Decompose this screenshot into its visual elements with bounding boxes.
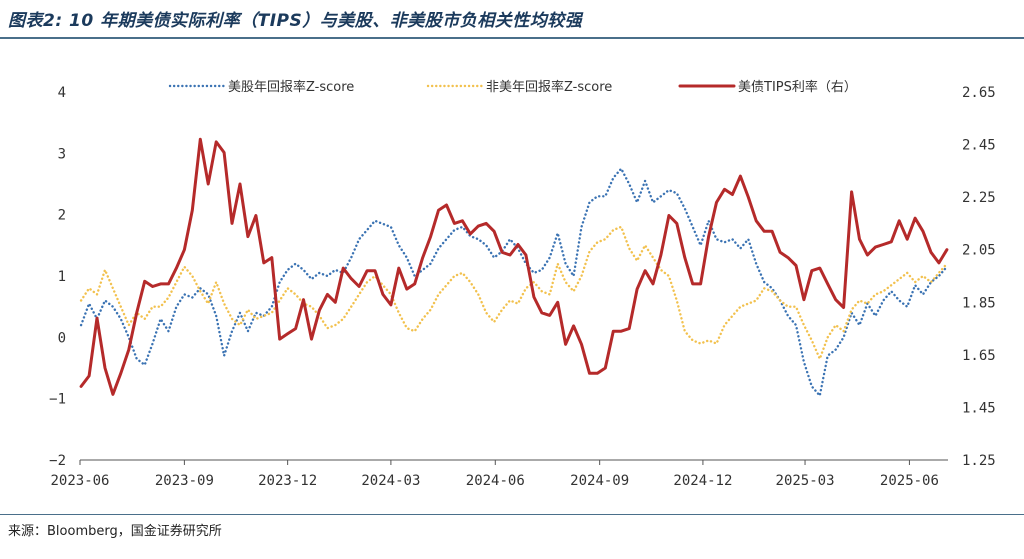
series-line-1 (79, 167, 949, 397)
x-tick-label: 2025-03 (776, 473, 835, 489)
y-right-tick-label: 2.45 (962, 138, 996, 154)
y-left-tick-label: 3 (58, 146, 66, 162)
legend-label-1: 美股年回报率Z-score (228, 79, 354, 95)
figure-title: 图表2: 10 年期美债实际利率（TIPS）与美股、非美股市负相关性均较强 (8, 11, 583, 31)
y-right-tick-label: 2.05 (962, 243, 996, 259)
x-tick-label: 2024-09 (570, 473, 629, 489)
x-tick-label: 2023-12 (258, 473, 317, 489)
y-left-tick-label: −2 (49, 453, 66, 469)
y-left-tick-label: 4 (58, 85, 66, 101)
y-right-tick-label: 2.25 (962, 190, 996, 206)
chart-axes: 4 3 2 1 0 −1 −2 2.65 2.45 2.25 2.05 1.85 1.65 1.45 1.2… (49, 85, 996, 489)
chart-svg: 4 3 2 1 0 −1 −2 2.65 2.45 2.25 2.05 1.85 1.65 1.45 1.2… (49, 79, 996, 489)
y-right-tick-label: 1.85 (962, 295, 996, 311)
chart-legend: 美股年回报率Z-score 非美年回报率Z-score 美债TIPS利率（右） (168, 79, 857, 95)
y-right-tick-label: 1.25 (962, 453, 996, 469)
y-right-tick-label: 2.65 (962, 85, 996, 101)
legend-label-3: 美债TIPS利率（右） (738, 79, 857, 95)
series-line-2 (79, 225, 949, 360)
y-right-tick-label: 1.45 (962, 400, 996, 416)
y-left-tick-label: 0 (58, 330, 66, 346)
x-tick-label: 2024-06 (466, 473, 525, 489)
x-tick-label: 2024-12 (673, 473, 732, 489)
source-note: 来源：Bloomberg，国金证券研究所 (8, 524, 222, 539)
x-tick-label: 2023-06 (50, 473, 109, 489)
x-tick-label: 2024-03 (361, 473, 420, 489)
source-divider (0, 514, 1024, 515)
y-right-tick-label: 1.65 (962, 348, 996, 364)
chart-series-layer (79, 137, 949, 397)
x-tick-label: 2025-06 (880, 473, 939, 489)
series-line-3 (79, 137, 949, 396)
y-left-tick-label: −1 (49, 392, 66, 408)
y-left-tick-label: 2 (58, 208, 66, 224)
legend-label-2: 非美年回报率Z-score (486, 79, 612, 95)
x-tick-label: 2023-09 (155, 473, 214, 489)
title-divider (0, 37, 1024, 39)
y-left-tick-label: 1 (58, 269, 66, 285)
